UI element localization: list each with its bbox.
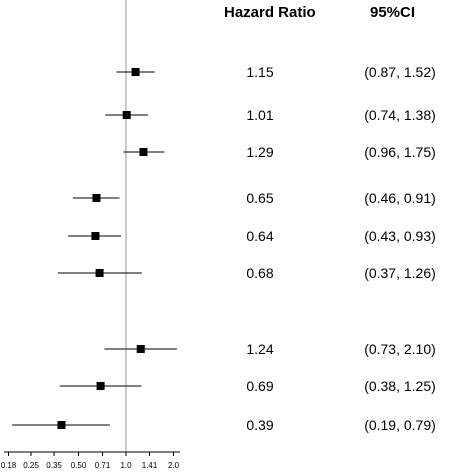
hr-value: 0.64 <box>246 228 274 244</box>
ci-value: (0.73, 2.10) <box>364 341 436 357</box>
hazard-ratio-header: Hazard Ratio <box>224 4 316 21</box>
x-tick-label: 1.41 <box>142 461 158 470</box>
ci-value: (0.38, 1.25) <box>364 378 436 394</box>
ci-value: (0.19, 0.79) <box>364 417 436 433</box>
x-tick-label: 0.25 <box>23 461 39 470</box>
hr-point <box>139 148 148 156</box>
x-tick-label: 2.0 <box>168 461 180 470</box>
hr-point <box>96 382 105 390</box>
x-tick-label: 0.35 <box>46 461 62 470</box>
ci-value: (0.37, 1.26) <box>364 265 436 281</box>
hr-value: 1.24 <box>246 341 274 357</box>
x-tick-label: 0.18 <box>1 461 17 470</box>
hr-value: 0.68 <box>246 265 274 281</box>
ci-value: (0.87, 1.52) <box>364 64 436 80</box>
hr-value: 1.01 <box>246 107 274 123</box>
hr-value: 0.65 <box>246 190 274 206</box>
hr-value: 0.39 <box>246 417 274 433</box>
ci-header: 95%CI <box>370 4 416 21</box>
ci-value: (0.74, 1.38) <box>364 107 436 123</box>
hr-point <box>136 345 145 353</box>
x-tick-label: 0.71 <box>95 461 111 470</box>
hr-point <box>131 68 140 76</box>
ci-value: (0.46, 0.91) <box>364 190 436 206</box>
ci-value: (0.43, 0.93) <box>364 228 436 244</box>
x-tick-label: 0.50 <box>71 461 87 470</box>
hr-point <box>57 421 66 429</box>
x-tick-label: 1.0 <box>120 461 132 470</box>
hr-point <box>91 232 100 240</box>
hr-value: 1.29 <box>246 144 274 160</box>
ci-value: (0.96, 1.75) <box>364 144 436 160</box>
hr-point <box>95 269 104 277</box>
hr-value: 0.69 <box>246 378 274 394</box>
hr-point <box>122 111 131 119</box>
hr-point <box>92 194 101 202</box>
hr-value: 1.15 <box>246 64 274 80</box>
